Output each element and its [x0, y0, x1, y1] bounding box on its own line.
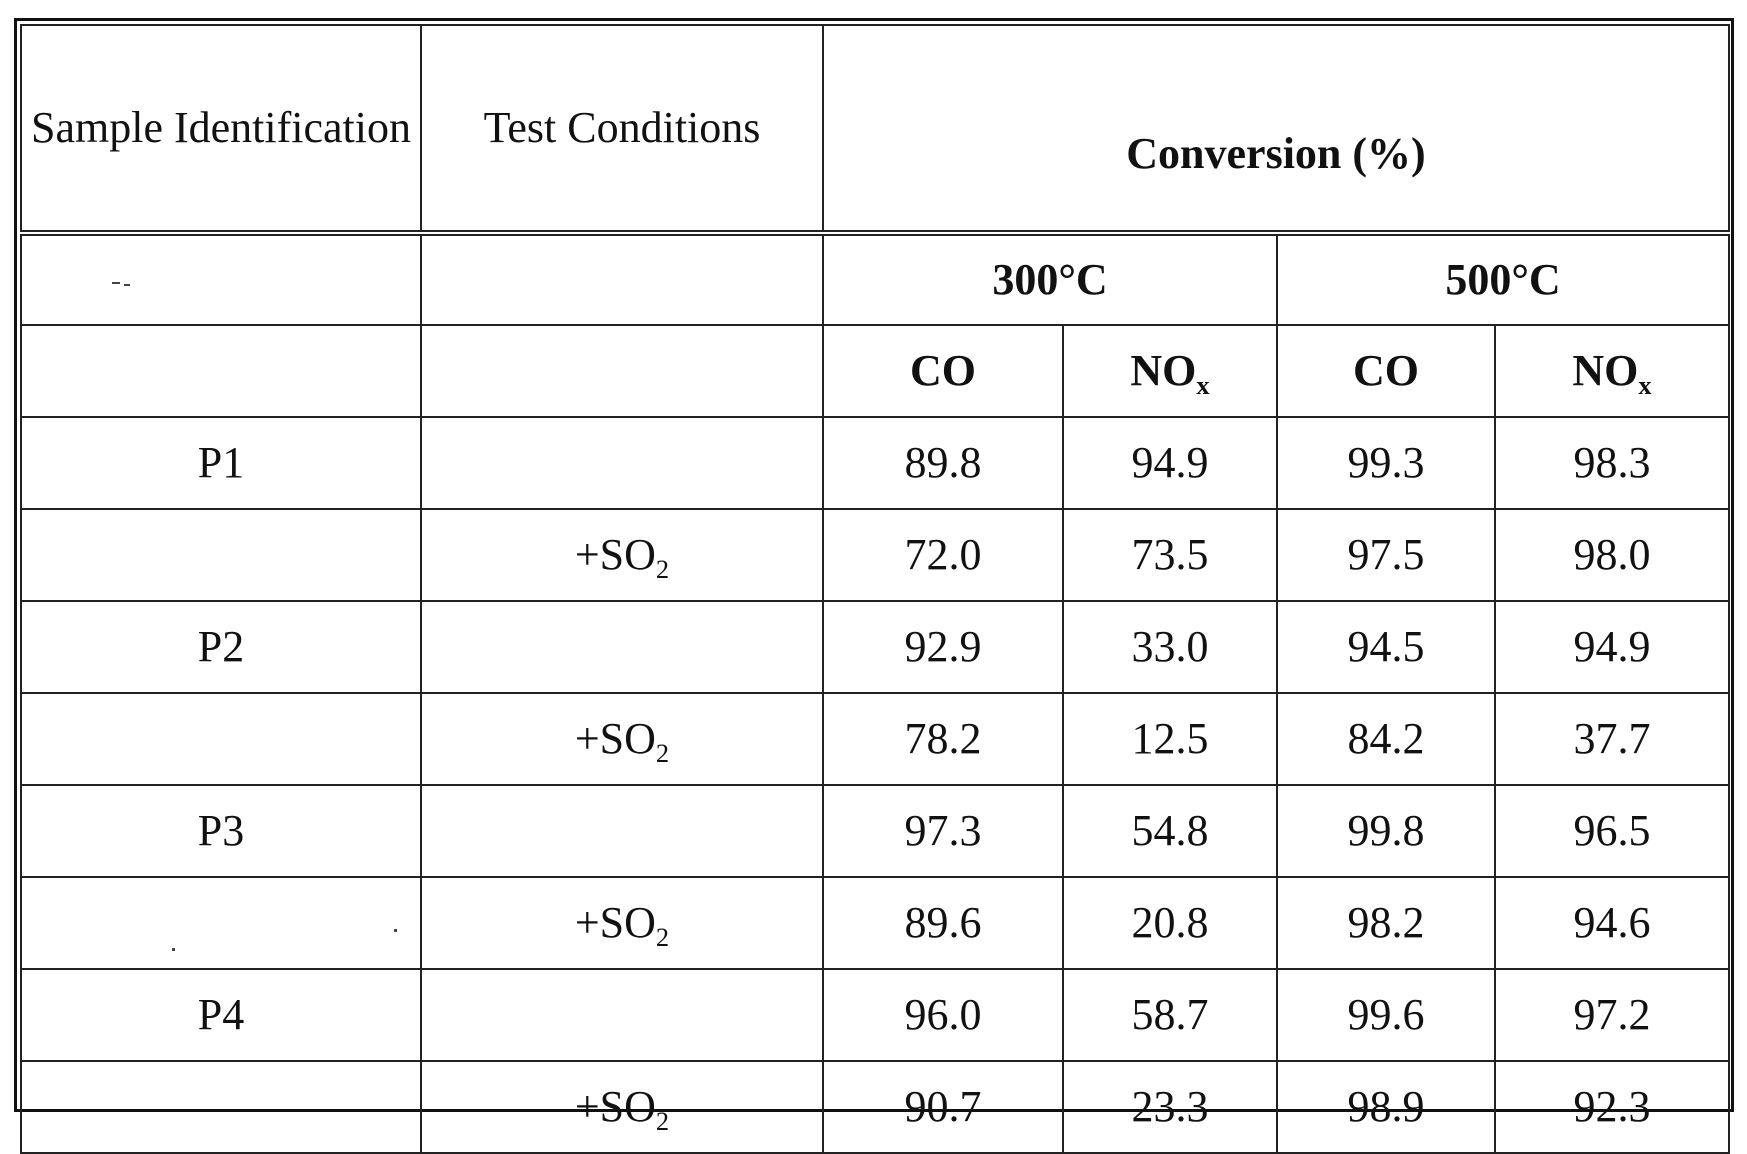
- value-cell: 97.5: [1277, 509, 1495, 601]
- value-cell: 84.2: [1277, 693, 1495, 785]
- value-cell: 94.9: [1063, 417, 1277, 509]
- value-cell: 97.3: [823, 785, 1063, 877]
- value-cell: 94.6: [1495, 877, 1729, 969]
- value-cell: 12.5: [1063, 693, 1277, 785]
- sample-cell: P2: [21, 601, 421, 693]
- scan-speck: [394, 929, 397, 932]
- empty-cell: [421, 233, 823, 325]
- temperature-row: 300°C 500°C: [21, 233, 1729, 325]
- header-row: Sample Identification Test Conditions Co…: [21, 25, 1729, 233]
- sample-cell: [21, 877, 421, 969]
- conversion-table: Sample Identification Test Conditions Co…: [20, 24, 1730, 1154]
- table-row: +SO289.620.898.294.6: [21, 877, 1729, 969]
- value-cell: 96.5: [1495, 785, 1729, 877]
- value-cell: 90.7: [823, 1061, 1063, 1153]
- sample-cell: P1: [21, 417, 421, 509]
- value-cell: 98.0: [1495, 509, 1729, 601]
- value-cell: 99.8: [1277, 785, 1495, 877]
- value-cell: 89.8: [823, 417, 1063, 509]
- table-row: P1 89.894.999.398.3: [21, 417, 1729, 509]
- value-cell: 33.0: [1063, 601, 1277, 693]
- test-condition-cell: +SO2: [421, 1061, 823, 1153]
- table-row: P3 97.354.899.896.5: [21, 785, 1729, 877]
- value-cell: 37.7: [1495, 693, 1729, 785]
- gas-header-nox-500: NOx: [1495, 325, 1729, 417]
- table-row: P2 92.933.094.594.9: [21, 601, 1729, 693]
- empty-cell: [21, 325, 421, 417]
- scan-speck: [124, 284, 130, 286]
- test-condition-cell: [421, 417, 823, 509]
- sample-cell: [21, 509, 421, 601]
- table-row: +SO290.723.398.992.3: [21, 1061, 1729, 1153]
- test-condition-cell: +SO2: [421, 509, 823, 601]
- value-cell: 73.5: [1063, 509, 1277, 601]
- value-cell: 94.9: [1495, 601, 1729, 693]
- value-cell: 54.8: [1063, 785, 1277, 877]
- sample-identification-header: Sample Identification: [21, 25, 421, 233]
- value-cell: 72.0: [823, 509, 1063, 601]
- test-conditions-header: Test Conditions: [421, 25, 823, 233]
- gas-row: CO NOx CO NOx: [21, 325, 1729, 417]
- value-cell: 98.9: [1277, 1061, 1495, 1153]
- scan-speck: [112, 282, 120, 284]
- value-cell: 78.2: [823, 693, 1063, 785]
- value-cell: 92.9: [823, 601, 1063, 693]
- scan-speck: [172, 948, 175, 951]
- test-condition-cell: [421, 601, 823, 693]
- sample-cell: [21, 693, 421, 785]
- temp-500-header: 500°C: [1277, 233, 1729, 325]
- temp-300-header: 300°C: [823, 233, 1277, 325]
- value-cell: 20.8: [1063, 877, 1277, 969]
- sample-cell: P3: [21, 785, 421, 877]
- table-row: +SO272.073.597.598.0: [21, 509, 1729, 601]
- value-cell: 89.6: [823, 877, 1063, 969]
- conversion-header: Conversion (%): [823, 25, 1729, 233]
- test-condition-cell: +SO2: [421, 693, 823, 785]
- value-cell: 98.3: [1495, 417, 1729, 509]
- table-row: P4 96.058.799.697.2: [21, 969, 1729, 1061]
- value-cell: 97.2: [1495, 969, 1729, 1061]
- value-cell: 99.6: [1277, 969, 1495, 1061]
- test-condition-cell: [421, 785, 823, 877]
- value-cell: 92.3: [1495, 1061, 1729, 1153]
- value-cell: 99.3: [1277, 417, 1495, 509]
- value-cell: 23.3: [1063, 1061, 1277, 1153]
- gas-header-co-300: CO: [823, 325, 1063, 417]
- value-cell: 58.7: [1063, 969, 1277, 1061]
- test-condition-cell: +SO2: [421, 877, 823, 969]
- gas-header-co-500: CO: [1277, 325, 1495, 417]
- value-cell: 94.5: [1277, 601, 1495, 693]
- empty-cell: [421, 325, 823, 417]
- sample-cell: [21, 1061, 421, 1153]
- empty-cell: [21, 233, 421, 325]
- gas-header-nox-300: NOx: [1063, 325, 1277, 417]
- value-cell: 96.0: [823, 969, 1063, 1061]
- sample-cell: P4: [21, 969, 421, 1061]
- test-condition-cell: [421, 969, 823, 1061]
- value-cell: 98.2: [1277, 877, 1495, 969]
- table-row: +SO278.212.584.237.7: [21, 693, 1729, 785]
